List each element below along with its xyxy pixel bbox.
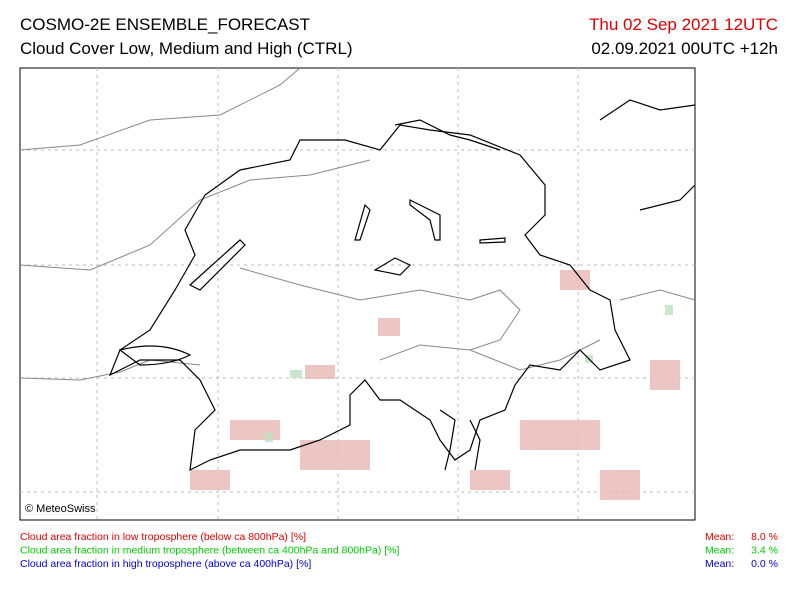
copyright: © MeteoSwiss bbox=[25, 503, 96, 515]
legend-label: Cloud area fraction in high troposphere … bbox=[20, 558, 311, 570]
subtitle: Cloud Cover Low, Medium and High (CTRL) bbox=[20, 39, 353, 58]
legend-label: Cloud area fraction in low troposphere (… bbox=[20, 531, 306, 543]
legend-mean: 8.0 % bbox=[751, 531, 778, 543]
legend-mean: 3.4 % bbox=[751, 545, 778, 557]
legend: Cloud area fraction in low troposphere (… bbox=[20, 531, 778, 570]
valid-time: Thu 02 Sep 2021 12UTC bbox=[589, 15, 778, 34]
legend-mean: 0.0 % bbox=[751, 558, 778, 570]
legend-mean-label: Mean: bbox=[705, 545, 734, 557]
legend-mean-label: Mean: bbox=[705, 531, 734, 543]
run-time: 02.09.2021 00UTC +12h bbox=[591, 39, 778, 58]
title: COSMO-2E ENSEMBLE_FORECAST bbox=[20, 15, 310, 34]
legend-label: Cloud area fraction in medium tropospher… bbox=[20, 545, 399, 557]
map: © MeteoSwiss bbox=[19, 67, 696, 521]
legend-mean-label: Mean: bbox=[705, 558, 734, 570]
